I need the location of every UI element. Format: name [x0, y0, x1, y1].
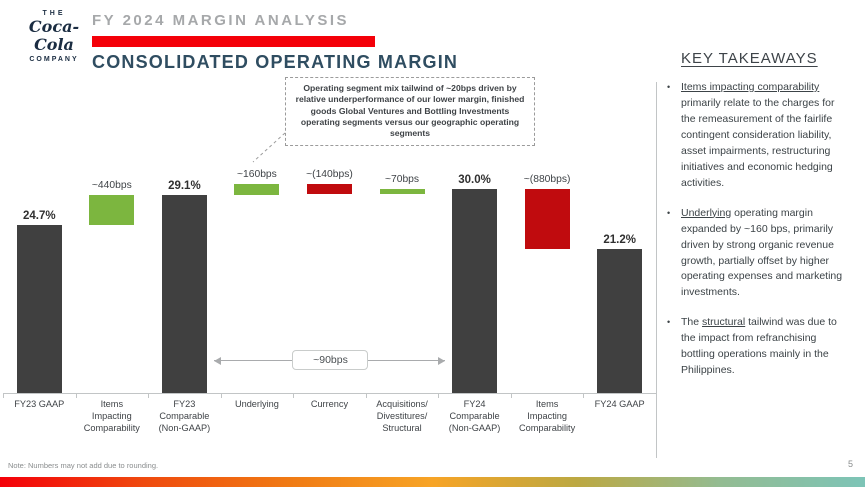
callout-pointer-line: [252, 132, 286, 163]
takeaway-item: The structural tailwind was due to the i…: [666, 315, 850, 379]
span-arrow-label: ~90bps: [292, 350, 369, 370]
chart-bar: [379, 189, 425, 194]
axis-tick: [365, 393, 367, 398]
axis-tick: [438, 393, 440, 398]
chart-bar: [16, 225, 62, 393]
span-arrow-head-left: [213, 357, 221, 365]
page-number: 5: [847, 459, 853, 469]
key-takeaways-list: Items impacting comparability primarily …: [666, 80, 850, 379]
coca-cola-logo: THE Coca-Cola COMPANY: [12, 10, 96, 63]
chart-bar: [306, 184, 352, 194]
axis-tick: [220, 393, 222, 398]
axis-tick: [293, 393, 295, 398]
header-red-bar: [92, 36, 375, 47]
axis-tick: [510, 393, 512, 398]
span-arrow-head-right: [438, 357, 446, 365]
logo-script-text: Coca-Cola: [28, 17, 80, 54]
chart-bar: [161, 195, 207, 393]
bar-value-label: 29.1%: [168, 180, 201, 193]
bar-value-label: 21.2%: [603, 233, 636, 246]
category-label: Items Impacting Comparability: [83, 399, 140, 433]
chart-bar: [89, 195, 135, 226]
takeaway-text-pre: The: [681, 316, 703, 329]
vertical-divider: [656, 82, 657, 458]
bar-value-label: ~160bps: [237, 169, 277, 181]
takeaway-text-rest: primarily relate to the charges for the …: [681, 96, 835, 189]
bar-value-label: 24.7%: [22, 210, 56, 223]
category-label: FY23 Comparable (Non-GAAP): [158, 399, 211, 433]
axis-tick: [3, 393, 4, 398]
chart-bar: [234, 184, 280, 196]
category-label: FY24 GAAP: [594, 399, 645, 409]
chart-bar: [597, 248, 643, 393]
takeaway-text-underlined: Items impacting comparability: [681, 81, 820, 93]
axis-tick: [75, 393, 77, 398]
logo-the-text: THE: [42, 10, 66, 17]
chart-bar: [452, 189, 498, 393]
chart-bar: [524, 189, 570, 249]
category-label: Acquisitions/ Divestitures/ Structural: [376, 399, 428, 433]
axis-tick: [583, 393, 585, 398]
bar-value-label: 30.0%: [458, 174, 491, 186]
key-takeaways-title: KEY TAKEAWAYS: [681, 50, 818, 67]
takeaway-item: Underlying operating margin expanded by …: [666, 206, 850, 302]
axis-tick: [148, 393, 150, 398]
category-label: Currency: [310, 399, 349, 409]
bar-value-label: ~70bps: [384, 174, 420, 185]
category-label: FY23 GAAP: [14, 399, 65, 409]
bar-value-label: ~(880bps): [523, 174, 571, 185]
takeaway-item: Items impacting comparability primarily …: [666, 80, 850, 192]
logo-company-text: COMPANY: [29, 56, 79, 64]
takeaway-text-underlined: structural: [702, 316, 746, 329]
footnote: Note: Numbers may not add due to roundin…: [8, 461, 159, 470]
key-takeaways-panel: KEY TAKEAWAYS Items impacting comparabil…: [666, 50, 850, 393]
category-label: Underlying: [234, 399, 279, 409]
x-axis-line: [3, 393, 656, 394]
takeaway-text-rest: operating margin expanded by ~160 bps, p…: [681, 206, 843, 299]
slide-eyebrow-title: FY 2024 MARGIN ANALYSIS: [92, 12, 350, 29]
callout-box: Operating segment mix tailwind of ~20bps…: [285, 77, 535, 146]
bar-value-label: ~440bps: [91, 180, 132, 192]
takeaway-text-underlined: Underlying: [681, 206, 732, 219]
page-title: CONSOLIDATED OPERATING MARGIN: [92, 52, 459, 72]
bar-value-label: ~(140bps): [306, 169, 353, 181]
category-label: Items Impacting Comparability: [519, 399, 576, 433]
footer-gradient-bar: [0, 477, 865, 487]
category-label: FY24 Comparable (Non-GAAP): [448, 399, 501, 433]
takeaway-text-rest: tailwind was due to the impact from refr…: [681, 316, 837, 377]
